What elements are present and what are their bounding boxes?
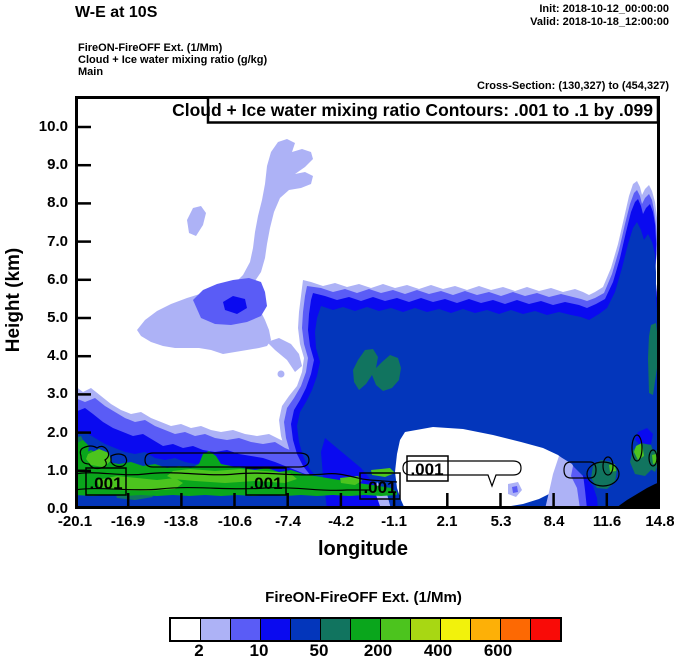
contour-labels: .001 .001 .001 .001 [85,455,449,500]
x-tick-label: -10.6 [217,513,253,530]
colorbar-cell [351,619,381,640]
colorbar-cell [231,619,261,640]
teal-patch-center [353,349,401,391]
x-tick-label: 11.6 [592,513,622,530]
colorbar-title: FireON-FireOFF Ext. (1/Mm) [265,589,462,606]
colorbar-cell [411,619,441,640]
y-tick-label: 0.0 [47,500,68,517]
page-title: W-E at 10S [75,4,158,21]
colorbar-cell [501,619,531,640]
x-tick-label: 2.1 [436,513,458,530]
colorbar-cell [201,619,231,640]
x-tick-label: -7.4 [275,513,301,530]
colorbar-cell [381,619,411,640]
cross-section-plot: .001 .001 .001 .001 Cloud + Ice water mi… [75,96,660,509]
field-subtitle-line3: Main [78,66,104,78]
colorbar-tick-label: 2 [194,641,204,660]
contour-label: .001 [249,474,282,493]
x-tick-label: 14.8 [645,513,674,530]
colorbar-cell [291,619,321,640]
colorbar-cell [531,619,560,640]
y-tick-label: 7.0 [47,233,68,250]
x-tick-label: 5.3 [490,513,512,530]
x-tick-label: -1.1 [381,513,407,530]
colorbar-tick-label: 600 [483,641,513,660]
field-subtitle-line2: Cloud + Ice water mixing ratio (g/kg) [78,54,268,66]
y-tick-label: 2.0 [47,424,68,441]
field-subtitle-line1: FireON-FireOFF Ext. (1/Mm) [78,42,223,54]
y-tick-label: 10.0 [38,118,68,135]
colorbar [169,617,562,642]
x-tick-label: -20.1 [57,513,93,530]
init-time-label: Init: 2018-10-12_00:00:00 [539,3,669,15]
y-tick-label: 1.0 [47,462,68,479]
colorbar-cell [261,619,291,640]
colorbar-cell [321,619,351,640]
teal-patch-right-edge [648,323,658,395]
x-tick-label: 8.4 [543,513,565,530]
colorbar-cell [171,619,201,640]
colorbar-tick-label: 200 [363,641,393,660]
contour-label: .001 [410,460,443,479]
colorbar-tick-label: 400 [423,641,453,660]
contour-header-text: Cloud + Ice water mixing ratio Contours:… [172,100,653,120]
x-tick-label: -4.2 [328,513,354,530]
surface-layer-greens [75,436,397,500]
y-axis-title: Height (km) [3,247,24,353]
y-tick-label: 5.0 [47,309,68,326]
y-tick-label: 3.0 [47,385,68,402]
x-tick-label: -16.9 [110,513,146,530]
cross-section-label: Cross-Section: (130,327) to (454,327) [477,80,669,92]
colorbar-cell [441,619,471,640]
y-tick-label: 6.0 [47,271,68,288]
terrain-corner [615,482,660,509]
colorbar-tick-label: 10 [249,641,269,660]
y-tick-label: 9.0 [47,156,68,173]
colorbar-tick-label: 50 [309,641,329,660]
contour-label: .001 [89,474,122,493]
contour-label: .001 [363,478,396,497]
x-tick-label: -13.8 [163,513,199,530]
surface-white-gap [395,427,570,509]
valid-time-label: Valid: 2018-10-18_12:00:00 [530,16,669,28]
y-tick-label: 4.0 [47,347,68,364]
contour-header-box [206,96,660,124]
y-tick-label: 8.0 [47,194,68,211]
colorbar-cell [471,619,501,640]
x-axis-title: longitude [318,538,408,560]
